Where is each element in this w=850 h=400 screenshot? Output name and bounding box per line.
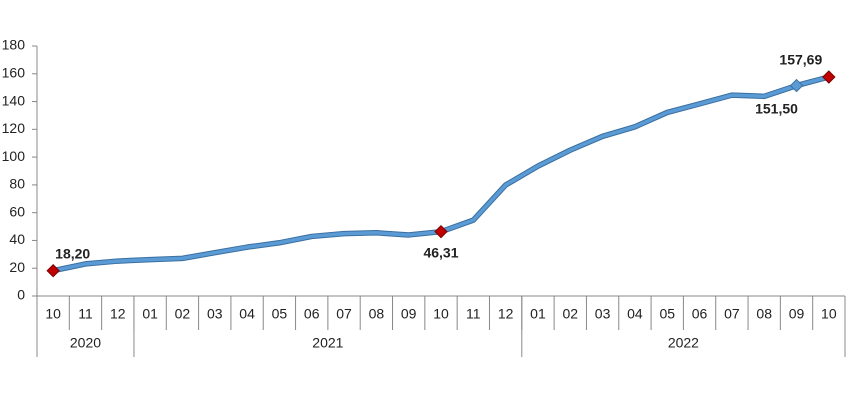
x-tick-label: 10: [45, 306, 61, 322]
value-label: 151,50: [755, 100, 798, 116]
point-marker: [434, 224, 448, 239]
y-tick-label: 100: [2, 148, 26, 164]
y-tick-label: 40: [9, 231, 25, 247]
x-tick-label: 06: [692, 306, 708, 322]
x-tick-label: 11: [466, 306, 481, 322]
x-tick-label: 08: [756, 306, 772, 322]
x-tick-label: 07: [336, 306, 352, 322]
y-tick-label: 160: [2, 64, 26, 80]
x-tick-label: 03: [207, 306, 223, 322]
x-tick-label: 08: [369, 306, 385, 322]
value-label: 46,31: [423, 244, 458, 260]
y-tick-label: 60: [9, 203, 25, 219]
x-tick-label: 10: [821, 306, 837, 322]
x-tick-label: 02: [562, 306, 578, 322]
x-tick-label: 12: [110, 306, 126, 322]
y-tick-label: 180: [2, 37, 26, 53]
x-tick-label: 03: [595, 306, 611, 322]
group-label: 2022: [668, 335, 699, 351]
y-tick-label: 140: [2, 92, 26, 108]
point-marker: [822, 70, 836, 84]
x-tick-label: 11: [78, 306, 93, 322]
value-label: 18,20: [55, 245, 90, 261]
y-tick-label: 120: [2, 120, 26, 136]
x-tick-label: 06: [304, 306, 320, 322]
y-tick-label: 80: [9, 176, 25, 192]
point-marker: [789, 78, 804, 93]
group-label: 2020: [70, 335, 101, 351]
x-tick-label: 05: [272, 306, 288, 322]
x-tick-label: 02: [175, 306, 191, 322]
x-tick-label: 04: [627, 306, 643, 322]
point-marker: [46, 264, 60, 278]
x-tick-label: 12: [498, 306, 514, 322]
value-label: 157,69: [779, 52, 822, 68]
group-label: 2021: [312, 335, 343, 351]
x-tick-label: 01: [142, 306, 158, 322]
y-tick-label: 0: [17, 287, 25, 303]
x-tick-label: 10: [433, 306, 449, 322]
x-tick-label: 04: [239, 306, 255, 322]
line-shadow: [52, 74, 830, 274]
x-tick-label: 07: [724, 306, 740, 322]
x-tick-label: 05: [659, 306, 675, 322]
x-tick-label: 09: [401, 306, 417, 322]
x-tick-label: 09: [789, 306, 805, 322]
series-line: [52, 75, 830, 273]
x-tick-label: 01: [530, 306, 546, 322]
y-tick-label: 20: [9, 259, 25, 275]
